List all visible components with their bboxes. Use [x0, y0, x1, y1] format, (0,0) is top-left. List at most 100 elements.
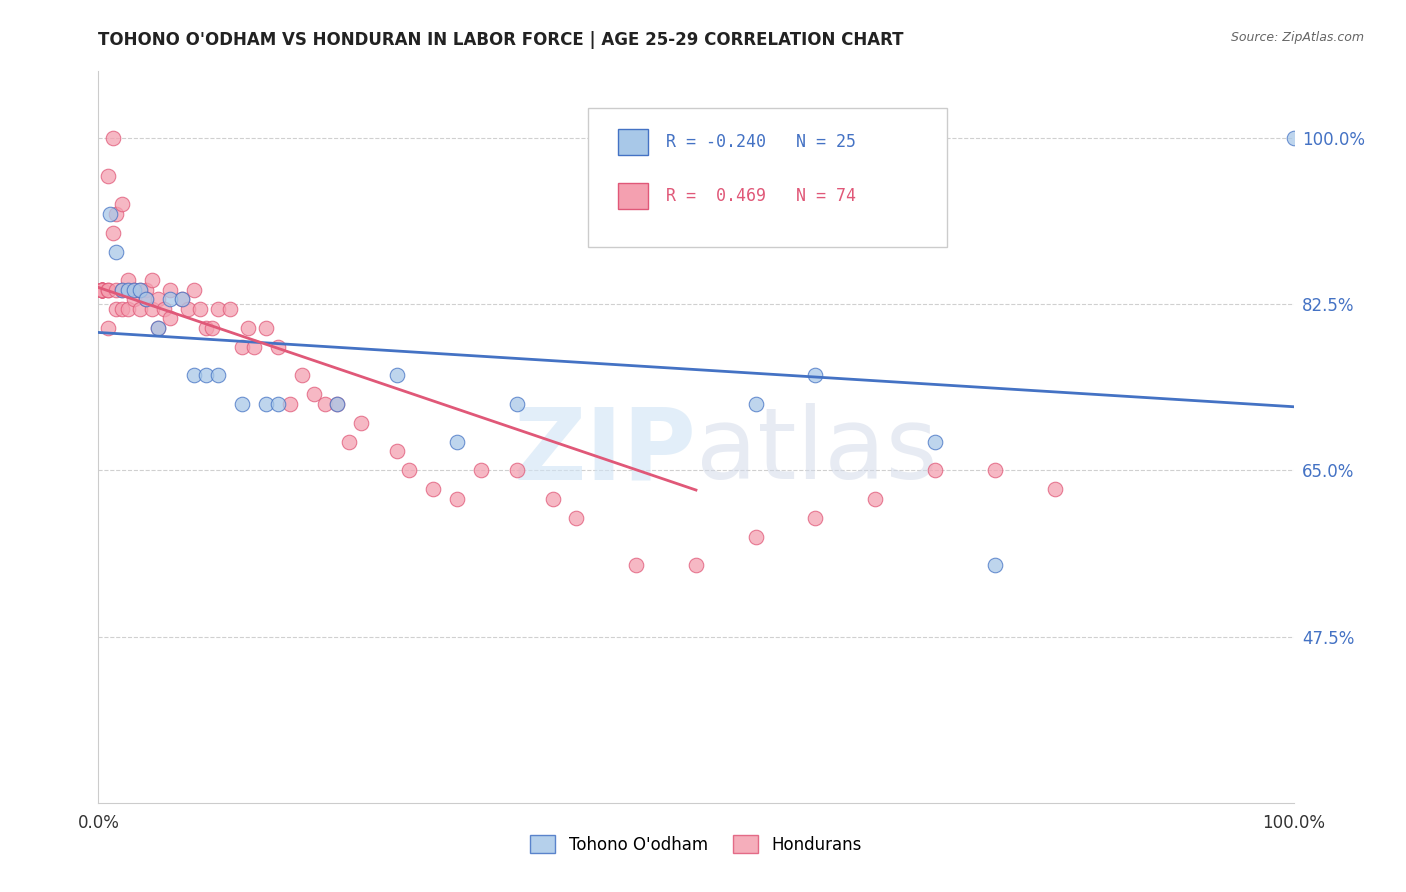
Text: R = -0.240   N = 25: R = -0.240 N = 25 — [666, 133, 856, 152]
Point — [326, 397, 349, 411]
Point — [626, 558, 648, 573]
Point — [984, 463, 1007, 477]
Point — [159, 311, 181, 326]
Point — [172, 293, 194, 307]
Point — [153, 301, 176, 316]
Point — [326, 397, 349, 411]
Point — [685, 558, 707, 573]
Point — [446, 491, 468, 506]
Point — [111, 283, 134, 297]
Text: ZIP: ZIP — [513, 403, 696, 500]
Point — [97, 321, 120, 335]
Point — [159, 293, 181, 307]
Point — [141, 273, 163, 287]
Point — [195, 368, 218, 383]
Point — [207, 301, 229, 316]
Point — [201, 321, 224, 335]
Point — [117, 283, 139, 297]
Point — [385, 368, 409, 383]
Point — [135, 283, 157, 297]
Point — [98, 207, 122, 221]
Point — [111, 283, 134, 297]
Point — [101, 131, 124, 145]
Point — [385, 444, 409, 458]
Point — [91, 283, 114, 297]
Point — [105, 301, 128, 316]
Point — [91, 283, 114, 297]
Point — [129, 283, 152, 297]
Point — [422, 483, 444, 497]
Point — [506, 397, 529, 411]
Point — [124, 293, 146, 307]
Point — [91, 283, 114, 297]
FancyBboxPatch shape — [589, 108, 948, 247]
Point — [97, 283, 120, 297]
Point — [105, 207, 128, 221]
Point — [183, 283, 205, 297]
Point — [302, 387, 325, 401]
Point — [446, 434, 468, 449]
Point — [267, 397, 290, 411]
Point — [97, 169, 120, 183]
Point — [91, 283, 114, 297]
Point — [148, 321, 170, 335]
Point — [188, 301, 211, 316]
Text: atlas: atlas — [696, 403, 938, 500]
Point — [97, 283, 120, 297]
Point — [339, 434, 361, 449]
Point — [231, 397, 253, 411]
FancyBboxPatch shape — [619, 183, 648, 209]
Point — [924, 434, 946, 449]
Point — [398, 463, 420, 477]
Point — [111, 197, 134, 211]
Point — [91, 283, 114, 297]
Text: Source: ZipAtlas.com: Source: ZipAtlas.com — [1230, 31, 1364, 45]
Point — [254, 321, 277, 335]
Point — [177, 301, 200, 316]
Point — [541, 491, 564, 506]
Point — [231, 340, 253, 354]
Point — [506, 463, 529, 477]
Point — [924, 463, 946, 477]
Point — [278, 397, 301, 411]
Text: TOHONO O'ODHAM VS HONDURAN IN LABOR FORCE | AGE 25-29 CORRELATION CHART: TOHONO O'ODHAM VS HONDURAN IN LABOR FORC… — [98, 31, 904, 49]
Point — [91, 283, 114, 297]
Point — [124, 283, 146, 297]
Point — [745, 397, 768, 411]
Point — [1043, 483, 1066, 497]
Point — [91, 283, 114, 297]
Point — [254, 397, 277, 411]
Point — [111, 301, 134, 316]
Point — [236, 321, 259, 335]
Point — [91, 283, 114, 297]
Point — [148, 321, 170, 335]
Point — [135, 293, 157, 307]
Point — [207, 368, 229, 383]
Point — [135, 293, 157, 307]
Point — [148, 293, 170, 307]
Text: R =  0.469   N = 74: R = 0.469 N = 74 — [666, 186, 856, 204]
Point — [183, 368, 205, 383]
Point — [105, 244, 128, 259]
FancyBboxPatch shape — [619, 129, 648, 155]
Point — [91, 283, 114, 297]
Point — [565, 511, 588, 525]
Point — [91, 283, 114, 297]
Point — [129, 283, 152, 297]
Point — [291, 368, 314, 383]
Point — [129, 301, 152, 316]
Point — [350, 416, 373, 430]
Point — [267, 340, 290, 354]
Point — [117, 273, 139, 287]
Point — [141, 301, 163, 316]
Point — [315, 397, 337, 411]
Point — [470, 463, 492, 477]
Point — [105, 283, 128, 297]
Point — [1282, 131, 1305, 145]
Point — [865, 491, 887, 506]
Point — [159, 283, 181, 297]
Point — [804, 511, 827, 525]
Point — [117, 283, 139, 297]
Point — [243, 340, 266, 354]
Point — [172, 293, 194, 307]
